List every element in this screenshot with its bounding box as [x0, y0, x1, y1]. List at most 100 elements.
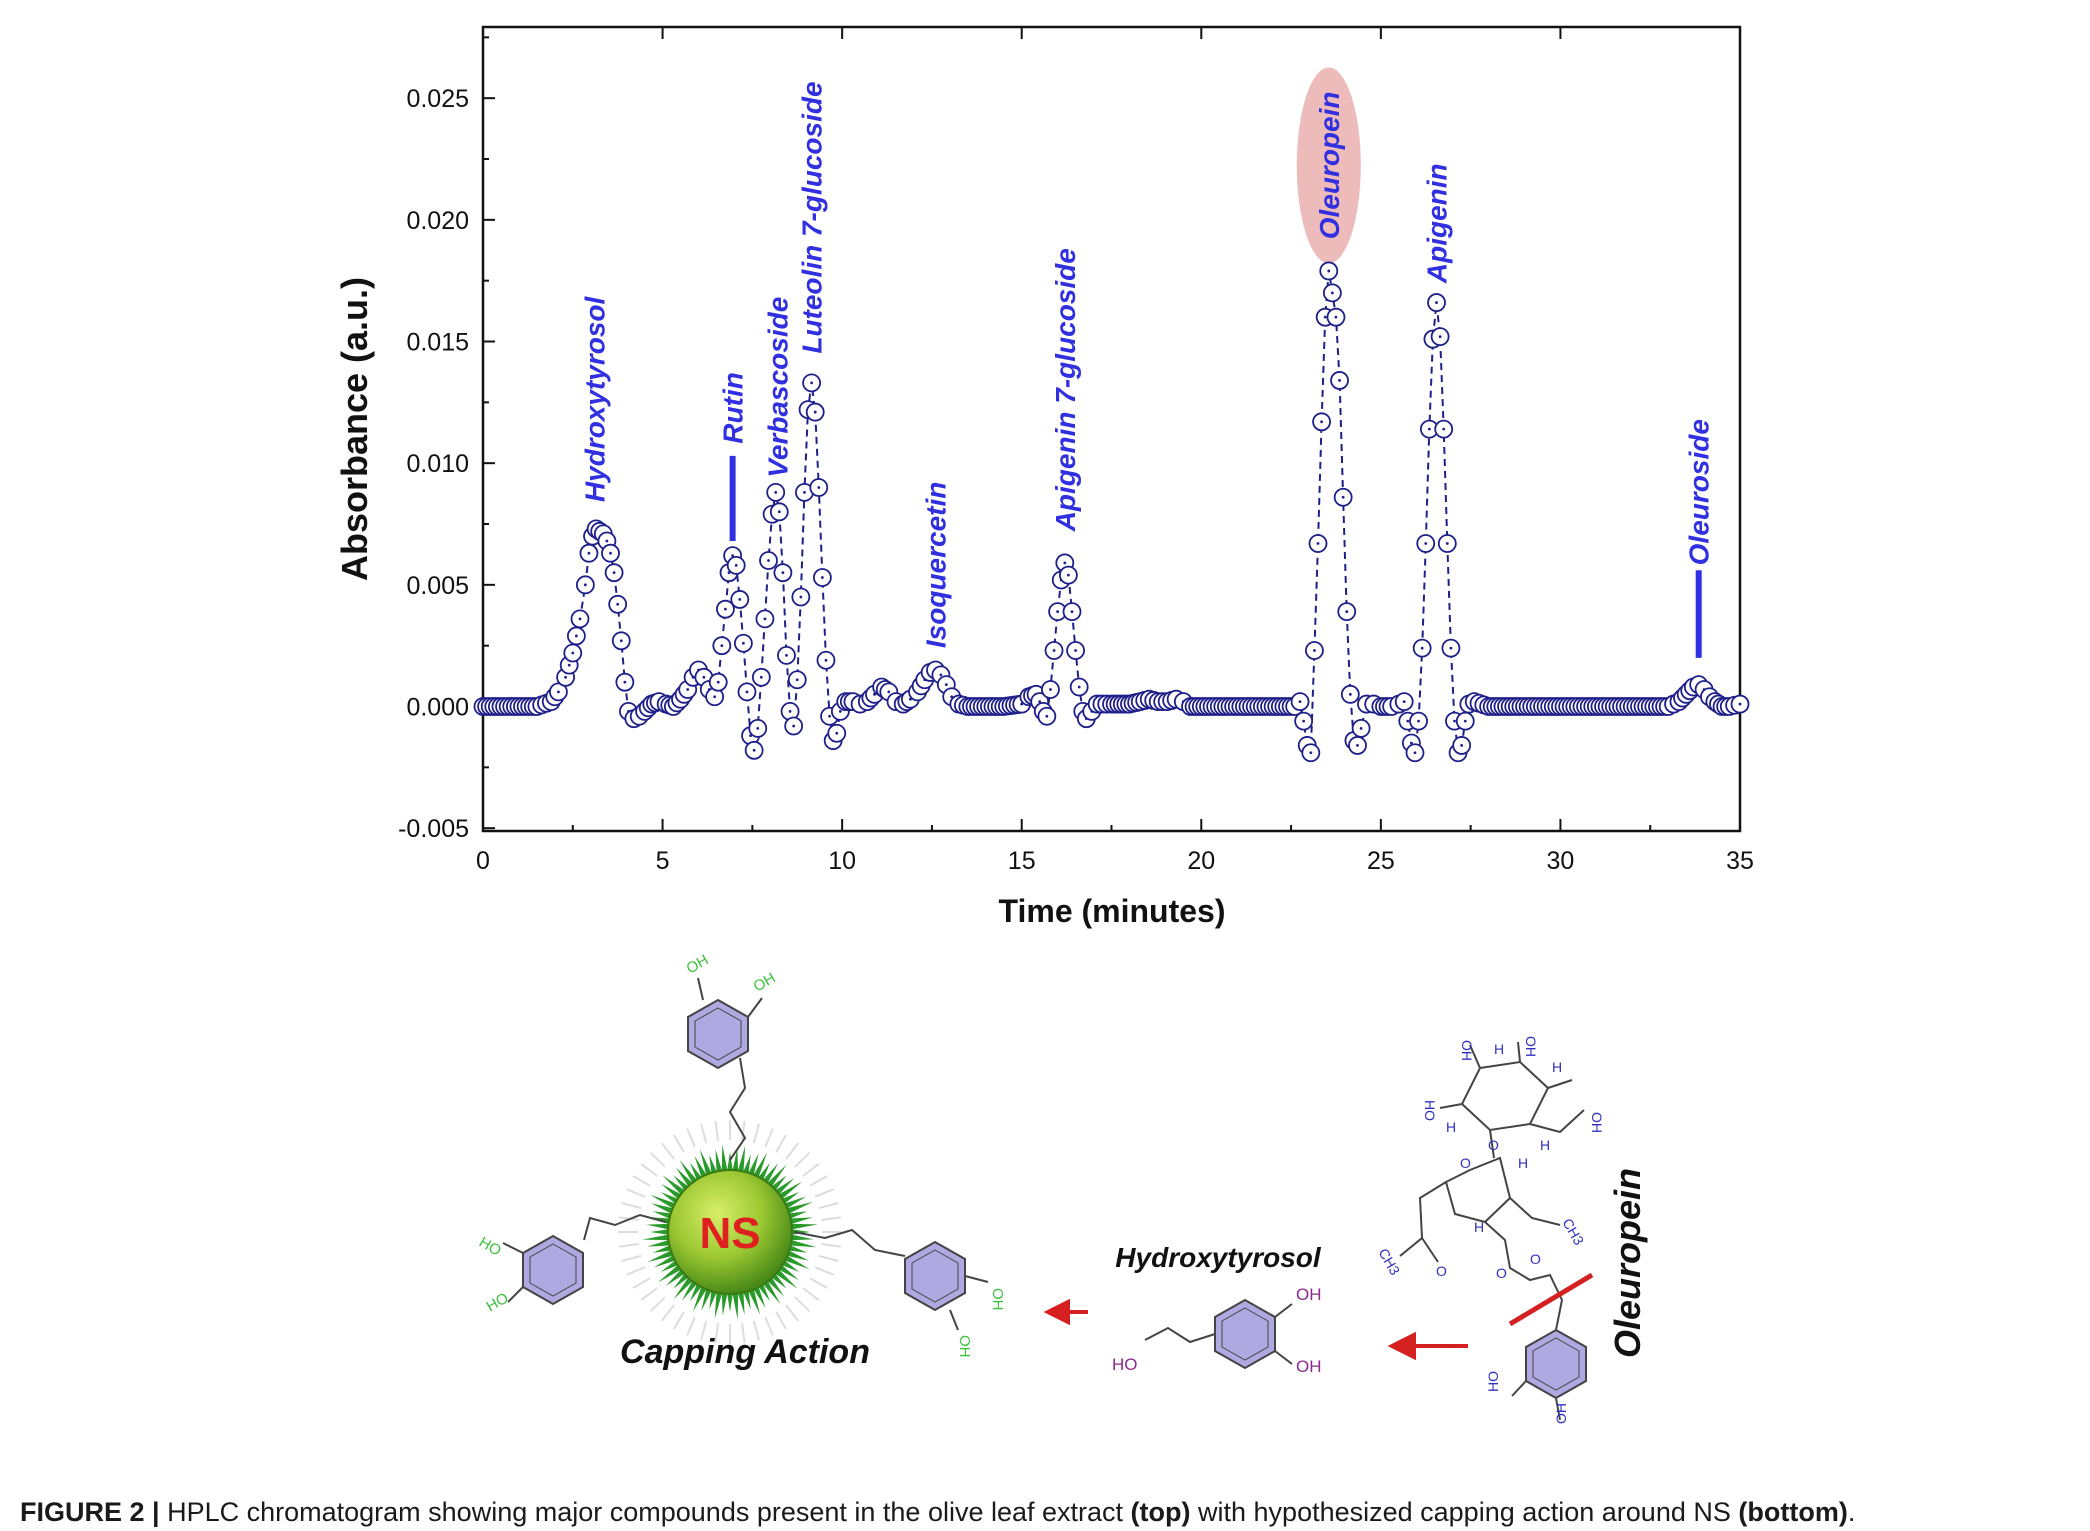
data-point-dot — [1427, 427, 1431, 431]
nanoparticle-spike — [788, 1217, 813, 1225]
data-point-dot — [785, 654, 788, 657]
oh-label-right-2: OH — [956, 1335, 973, 1358]
figure: 0 5 10 15 20 25 30 35 -0.005 0.000 0.005 0.010 0.01… — [334, 25, 1754, 1424]
arrow-right — [1387, 1331, 1468, 1361]
data-point-dot — [724, 607, 727, 611]
nanoparticle-spike — [653, 1254, 677, 1268]
peak-label: Hydroxytyrosol — [579, 295, 610, 502]
data-point-dot — [795, 678, 799, 682]
nanoparticle-ray — [661, 1142, 675, 1160]
nanoparticle-spike — [715, 1149, 723, 1174]
x-tick-label: 30 — [1547, 847, 1575, 875]
nanoparticle-ray — [621, 1254, 642, 1262]
oleuropein-h-2: H — [1552, 1059, 1562, 1075]
nanoparticle-spike — [789, 1229, 810, 1235]
hydroxytyrosol-label: Hydroxytyrosol — [1115, 1242, 1322, 1273]
data-point-dot — [738, 598, 742, 601]
nanoparticle-spike — [788, 1239, 817, 1248]
nanoparticle-ray — [775, 1311, 787, 1330]
nanoparticle-spike — [662, 1175, 687, 1196]
nanoparticle-spike — [789, 1223, 818, 1230]
data-point-dot — [1056, 610, 1060, 614]
data-point-dot — [1435, 301, 1438, 304]
data-point-dot — [557, 690, 560, 694]
data-point-dot — [623, 680, 627, 684]
nanoparticle-spike — [777, 1181, 803, 1201]
arrow-left — [1043, 1298, 1088, 1326]
nanoparticle-spike — [660, 1259, 680, 1272]
peak-label: Rutin — [718, 372, 749, 444]
data-point-dot — [616, 602, 620, 606]
nanoparticle-spike — [752, 1152, 768, 1179]
data-point-dot — [799, 595, 803, 599]
caption-prefix: FIGURE 2 | — [20, 1497, 160, 1527]
nanoparticle-spike — [777, 1263, 799, 1281]
nanoparticle-ray — [818, 1202, 839, 1210]
data-point-dot — [1345, 610, 1349, 614]
nanoparticle-spike — [647, 1249, 675, 1263]
nanoparticle-spike — [681, 1279, 699, 1301]
nanoparticle-ray — [794, 1296, 810, 1312]
nanoparticle-ray — [621, 1202, 642, 1210]
nanoparticle-ray — [686, 1316, 696, 1336]
nanoparticle-ray — [764, 1316, 774, 1336]
data-point-dot — [1316, 542, 1320, 545]
nanoparticle-spike — [787, 1211, 808, 1220]
data-point-dot — [1413, 751, 1417, 755]
nanoparticle-ray — [640, 1287, 658, 1301]
nanoparticle-spike — [783, 1196, 807, 1210]
data-point-dot — [1338, 379, 1341, 382]
data-point-dot — [824, 658, 828, 662]
nanoparticle-ray — [752, 1320, 760, 1341]
data-point-dot — [1438, 335, 1442, 339]
data-point-dot — [835, 731, 839, 735]
data-point-dot — [813, 410, 817, 414]
data-point-dot — [713, 695, 717, 699]
series-points — [473, 261, 1750, 763]
peak-label: Isoquercetin — [921, 482, 952, 648]
y-tick-label: 0.020 — [406, 207, 469, 235]
x-tick-label: 35 — [1726, 847, 1754, 875]
nanoparticle-spike — [727, 1291, 733, 1312]
y-axis-label: Absorbance (a.u.) — [334, 277, 375, 581]
oleuropein-ch3-1: CH3 — [1559, 1216, 1587, 1248]
data-point-dot — [1406, 719, 1410, 723]
x-tick-label: 0 — [476, 847, 490, 875]
data-point-dot — [1320, 420, 1323, 424]
data-point-dot — [702, 675, 706, 679]
ho-label-left-2: HO — [484, 1289, 512, 1315]
nanoparticle-spike — [747, 1153, 759, 1177]
x-axis-label: Time (minutes) — [999, 893, 1226, 929]
nanoparticle-spike — [752, 1285, 766, 1309]
data-point-dot — [939, 673, 943, 677]
nanoparticle-spike — [737, 1145, 746, 1174]
nanoparticle-ray — [785, 1142, 799, 1160]
ho-label-hydroxytyrosol: HO — [1112, 1355, 1138, 1374]
nanoparticle-spike — [652, 1244, 673, 1253]
oleuropein-oh-4: OH — [1553, 1403, 1569, 1424]
oleuropein-label: Oleuropein — [1607, 1168, 1648, 1358]
nanoparticle-spike — [676, 1167, 694, 1189]
capping-schematic: NS OH OH HO HO OH OH Capping Actio — [476, 951, 1648, 1424]
nanoparticle-spike — [650, 1194, 677, 1210]
annotation-highlights — [1296, 67, 1361, 264]
series-line — [483, 270, 1741, 757]
nanoparticle-ray — [741, 1120, 746, 1141]
oleuropein-o-5: O — [1530, 1251, 1541, 1267]
nanoparticle-spike — [761, 1163, 779, 1185]
nanoparticle-ray — [714, 1323, 719, 1344]
nanoparticle-spike — [679, 1159, 699, 1185]
nanoparticle-spike — [701, 1287, 713, 1311]
data-point-dot — [716, 680, 720, 684]
nanoparticle: NS — [618, 1120, 842, 1344]
peak-annotations: Hydroxytyrosol Rutin VerbascosideLuteolin … — [579, 81, 1715, 658]
nanoparticle-spike — [642, 1234, 671, 1241]
nanoparticle-ray — [775, 1134, 787, 1153]
peak-label: Verbascoside — [762, 297, 793, 478]
oh-label-top-2: OH — [751, 969, 779, 995]
nanoparticle-spike — [737, 1290, 745, 1315]
data-point-dot — [1460, 744, 1464, 747]
nanoparticle-ray — [650, 1296, 666, 1312]
nanoparticle-spike — [783, 1254, 810, 1270]
data-point-dot — [741, 641, 745, 645]
